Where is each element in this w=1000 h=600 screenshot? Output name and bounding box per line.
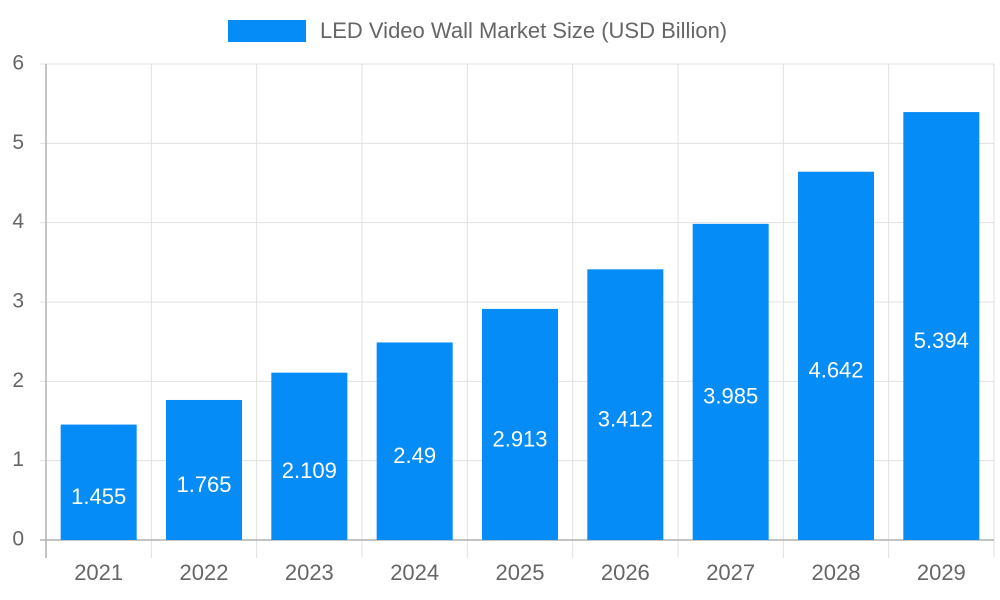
bar <box>376 342 453 540</box>
legend-swatch <box>228 20 306 42</box>
x-tick-label: 2028 <box>812 560 861 585</box>
data-label: 1.455 <box>71 484 126 509</box>
y-tick-label: 4 <box>12 210 24 233</box>
data-label: 3.985 <box>703 384 758 409</box>
y-tick-label: 3 <box>12 290 24 313</box>
bar <box>482 308 558 540</box>
x-tick-label: 2023 <box>285 560 334 585</box>
bar <box>271 372 348 540</box>
y-tick-label: 1 <box>12 448 24 471</box>
data-label: 2.913 <box>492 426 547 451</box>
y-tick-label: 5 <box>12 131 24 154</box>
bar <box>692 223 769 540</box>
data-label: 2.49 <box>393 443 436 468</box>
data-label: 4.642 <box>808 358 863 383</box>
bar <box>587 269 664 540</box>
x-tick-label: 2022 <box>180 560 229 585</box>
y-tick-label: 2 <box>12 369 24 392</box>
x-tick-label: 2026 <box>601 560 650 585</box>
y-tick-label: 6 <box>12 52 24 75</box>
x-tick-label: 2024 <box>390 560 439 585</box>
x-tick-label: 2021 <box>74 560 123 585</box>
bar <box>166 399 242 540</box>
x-tick-label: 2025 <box>496 560 545 585</box>
x-tick-label: 2027 <box>706 560 755 585</box>
data-label: 3.412 <box>598 406 653 431</box>
data-label: 5.394 <box>914 328 969 353</box>
legend-label: LED Video Wall Market Size (USD Billion) <box>320 18 727 43</box>
data-label: 2.109 <box>282 458 337 483</box>
bar <box>798 171 874 540</box>
x-tick-label: 2029 <box>917 560 966 585</box>
bar <box>60 424 137 540</box>
y-tick-label: 0 <box>12 528 24 551</box>
data-label: 1.765 <box>176 472 231 497</box>
bar <box>903 112 980 541</box>
